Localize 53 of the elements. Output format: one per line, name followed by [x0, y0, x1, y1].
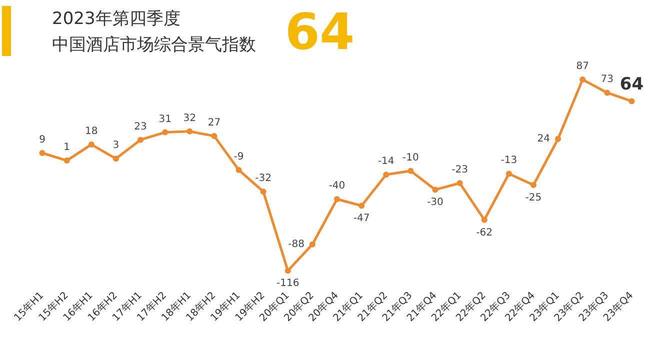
data-label: -9 [234, 151, 244, 162]
data-label: 23 [134, 121, 147, 132]
point [162, 129, 168, 136]
data-label: 87 [576, 61, 589, 72]
data-label: 27 [208, 118, 221, 129]
point [260, 188, 266, 195]
data-label: 3 [112, 140, 120, 152]
data-label: 9 [39, 134, 46, 146]
point [284, 268, 291, 274]
chart-title: 2023年第四季度 [52, 8, 182, 31]
point [138, 136, 144, 143]
point [555, 136, 562, 142]
point [64, 158, 70, 164]
point [309, 241, 316, 248]
point [408, 168, 414, 174]
point [383, 172, 390, 178]
data-label: 73 [600, 74, 614, 86]
data-label: 1 [64, 142, 70, 154]
data-label: -14 [378, 156, 394, 168]
data-label: -62 [476, 227, 493, 238]
point [481, 216, 488, 223]
point [112, 156, 119, 162]
point [530, 182, 536, 188]
point [506, 170, 512, 177]
data-label: -25 [525, 192, 542, 204]
point [236, 166, 242, 173]
data-label: -23 [452, 164, 468, 176]
data-label: 31 [158, 114, 172, 125]
data-label: -116 [276, 278, 300, 290]
point [211, 133, 218, 140]
text: 64 [285, 2, 355, 62]
data-label: -32 [255, 173, 272, 184]
point [334, 196, 340, 202]
data-label: -47 [353, 213, 370, 224]
data-label: -10 [402, 152, 419, 164]
data-label: -13 [500, 155, 518, 166]
data-label: 24 [537, 133, 550, 144]
data-label: 32 [183, 112, 196, 124]
point [580, 76, 586, 83]
point [358, 202, 365, 209]
point [432, 186, 438, 193]
data-label: -30 [427, 197, 444, 208]
point [604, 90, 610, 96]
data-label: -88 [288, 238, 304, 250]
point [628, 98, 635, 104]
point [88, 142, 94, 148]
data-label: 18 [85, 126, 98, 138]
chart-subtitle: 中国酒店市场综合景气指数 [52, 34, 256, 57]
data-label: 64 [620, 74, 644, 95]
point [39, 150, 46, 156]
point [186, 128, 193, 134]
point [456, 180, 463, 186]
data-label: -40 [328, 180, 346, 192]
